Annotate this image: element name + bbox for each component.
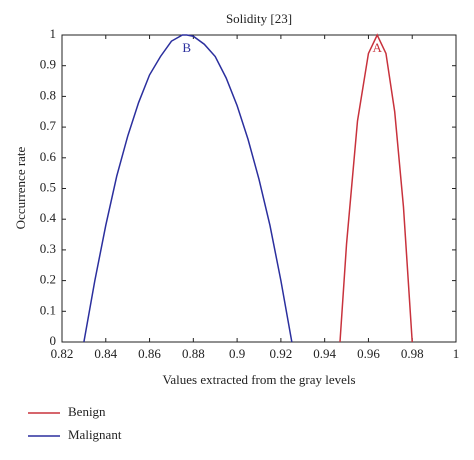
y-tick-label: 0.7 — [40, 118, 57, 133]
x-axis-label: Values extracted from the gray levels — [162, 372, 355, 387]
y-tick-label: 0.6 — [40, 149, 57, 164]
legend-label: Malignant — [68, 427, 122, 442]
y-tick-label: 0.4 — [40, 210, 57, 225]
y-tick-label: 0.2 — [40, 272, 56, 287]
y-tick-label: 1 — [50, 26, 57, 41]
x-tick-label: 0.96 — [357, 346, 380, 361]
plot-frame — [61, 34, 457, 343]
y-tick-label: 0 — [50, 333, 57, 348]
x-tick-label: 0.82 — [51, 346, 74, 361]
series-line — [83, 34, 293, 343]
y-tick-label: 0.9 — [40, 57, 56, 72]
y-tick-label: 0.5 — [40, 179, 56, 194]
annotation: A — [373, 40, 383, 55]
x-tick-label: 0.94 — [313, 346, 336, 361]
series-line — [339, 33, 413, 343]
y-tick-label: 0.3 — [40, 241, 56, 256]
chart-title: Solidity [23] — [226, 11, 292, 26]
x-tick-label: 0.88 — [182, 346, 205, 361]
y-tick-label: 0.8 — [40, 87, 56, 102]
legend-label: Benign — [68, 404, 106, 419]
x-tick-label: 0.84 — [94, 346, 117, 361]
y-axis-label: Occurrence rate — [13, 146, 28, 229]
annotation: B — [182, 40, 191, 55]
y-tick-label: 0.1 — [40, 302, 56, 317]
x-tick-label: 1 — [453, 346, 460, 361]
x-tick-label: 0.86 — [138, 346, 161, 361]
x-tick-label: 0.98 — [401, 346, 424, 361]
x-tick-label: 0.92 — [270, 346, 293, 361]
x-tick-label: 0.9 — [229, 346, 245, 361]
